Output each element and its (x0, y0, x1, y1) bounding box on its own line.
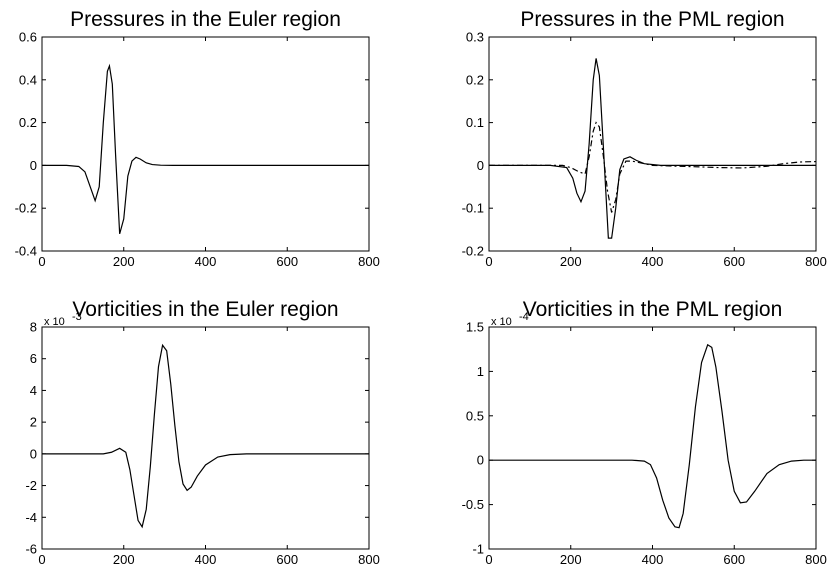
x-tick-label: 0 (38, 552, 45, 567)
plot-frame (488, 326, 817, 550)
y-tick-label: -1 (472, 542, 484, 557)
y-tick-label: 1.5 (466, 320, 484, 335)
y-tick-label: -4 (25, 510, 37, 525)
y-tick-label: 0.5 (466, 408, 484, 423)
x-tick-label: 200 (560, 254, 582, 269)
exponent-power: -3 (72, 311, 82, 323)
x-tick-label: 200 (113, 552, 135, 567)
y-tick-label: -0.4 (15, 244, 37, 259)
chart-title: Pressures in the PML region (520, 8, 784, 31)
series-line-2 (489, 121, 817, 213)
y-tick-label: 0 (477, 158, 484, 173)
exponent-label: x 10 (491, 316, 512, 328)
exponent-label: x 10 (44, 316, 65, 328)
y-tick-label: 0.2 (466, 72, 484, 87)
y-tick-label: -6 (25, 542, 37, 557)
y-tick-label: 0.3 (466, 30, 484, 45)
chart-panel-2: Pressures in the PML region 0 200 400 600 800… (462, 8, 827, 269)
chart-title: Vorticities in the Euler region (72, 298, 338, 321)
exponent-power: -4 (519, 311, 529, 323)
y-tick-label: -0.1 (462, 201, 484, 216)
series-line-1 (489, 343, 816, 529)
chart-panel-4: Vorticities in the PML region 0 200 400 600 8… (462, 298, 827, 567)
x-tick-label: 400 (642, 254, 664, 269)
x-tick-label: 400 (195, 552, 217, 567)
x-tick-label: 800 (358, 552, 380, 567)
x-tick-label: 600 (276, 254, 298, 269)
x-tick-label: 600 (723, 552, 745, 567)
y-tick-label: 2 (30, 415, 37, 430)
y-tick-label: -0.2 (15, 201, 37, 216)
x-tick-label: 0 (485, 552, 492, 567)
x-tick-label: 800 (358, 254, 380, 269)
plot-frame (488, 36, 817, 252)
chart-title: Vorticities in the PML region (523, 298, 783, 321)
x-tick-label: 800 (805, 254, 827, 269)
y-tick-label: 0.4 (19, 72, 37, 87)
x-tick-label: 600 (276, 552, 298, 567)
y-tick-label: 4 (30, 383, 37, 398)
x-tick-label: 400 (642, 552, 664, 567)
x-tick-label: 600 (723, 254, 745, 269)
x-tick-label: 200 (560, 552, 582, 567)
y-tick-label: 1 (477, 364, 484, 379)
x-tick-label: 200 (113, 254, 135, 269)
y-tick-label: 0 (30, 158, 37, 173)
x-tick-label: 400 (195, 254, 217, 269)
x-tick-label: 0 (38, 254, 45, 269)
y-tick-label: 0.6 (19, 30, 37, 45)
series-line-1 (489, 58, 816, 239)
y-tick-label: 0.1 (466, 115, 484, 130)
y-tick-label: -0.5 (462, 497, 484, 512)
x-tick-label: 800 (805, 552, 827, 567)
y-tick-label: 0 (477, 453, 484, 468)
plot-frame (41, 326, 370, 550)
chart-title: Pressures in the Euler region (70, 8, 341, 31)
y-tick-label: 6 (30, 351, 37, 366)
y-tick-label: 8 (30, 320, 37, 335)
y-tick-label: 0.2 (19, 115, 37, 130)
y-tick-label: -2 (25, 478, 37, 493)
x-tick-label: 0 (485, 254, 492, 269)
chart-panel-1: Pressures in the Euler region 0 200 400 600 8… (15, 8, 380, 269)
series-line-1 (42, 63, 369, 235)
series-line-1 (42, 343, 369, 529)
y-tick-label: 0 (30, 446, 37, 461)
y-tick-label: -0.2 (462, 244, 484, 259)
plot-frame (41, 36, 370, 252)
